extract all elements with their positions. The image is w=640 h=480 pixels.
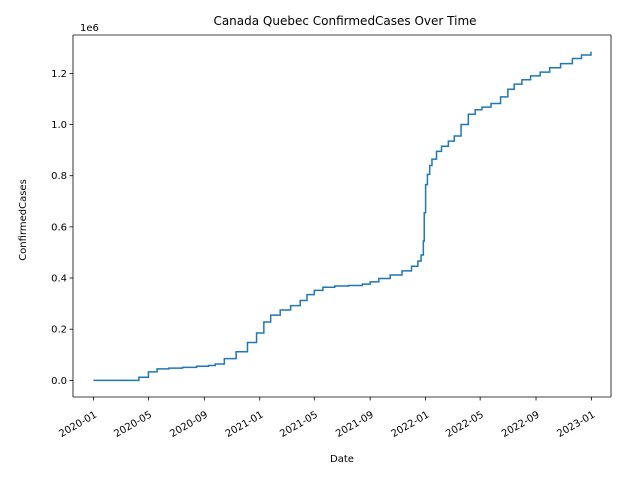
chart-title: Canada Quebec ConfirmedCases Over Time: [213, 14, 476, 28]
x-axis: 2020-01 2020-05 2020-09 2021-01 2021-05 2021-…: [57, 397, 597, 440]
series-line-confirmed-cases: [93, 51, 592, 382]
y-tick-label: 0.4: [51, 274, 67, 285]
plot-area: [93, 51, 592, 382]
y-tick-label: 0.0: [51, 376, 67, 387]
y-tick-label: 0.8: [51, 171, 67, 182]
x-tick-label: 2022-09: [500, 410, 542, 440]
x-tick-label: 2022-01: [390, 410, 432, 440]
x-tick-label: 2020-05: [112, 410, 154, 440]
axes-frame: [72, 34, 612, 398]
y-offset-label: 1e6: [80, 23, 99, 34]
y-axis: 0.0 0.2 0.4 0.6 0.8 1.0 1.2: [51, 69, 73, 387]
y-tick-label: 1.0: [51, 120, 67, 131]
x-tick-label: 2022-05: [444, 410, 486, 440]
x-tick-label: 2021-01: [224, 410, 266, 440]
x-tick-label: 2020-09: [168, 410, 210, 440]
y-tick-label: 0.6: [51, 222, 67, 233]
x-tick-label: 2021-05: [278, 410, 320, 440]
y-tick-label: 0.2: [51, 325, 67, 336]
y-tick-label: 1.2: [51, 69, 67, 80]
y-axis-label: ConfirmedCases: [18, 179, 29, 261]
x-tick-label: 2023-01: [555, 410, 597, 440]
x-tick-label: 2020-01: [57, 410, 99, 440]
x-tick-label: 2021-09: [334, 410, 376, 440]
x-axis-label: Date: [330, 454, 354, 465]
